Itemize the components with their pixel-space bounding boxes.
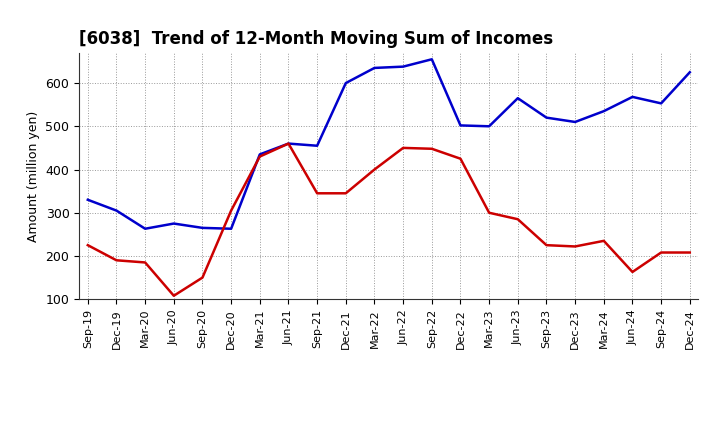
Net Income (657, 250, 665, 255)
Y-axis label: Amount (million yen): Amount (million yen) (27, 110, 40, 242)
Net Income (428, 146, 436, 151)
Ordinary Income (84, 197, 92, 202)
Net Income (600, 238, 608, 243)
Net Income (141, 260, 150, 265)
Net Income (685, 250, 694, 255)
Ordinary Income (485, 124, 493, 129)
Ordinary Income (169, 221, 178, 226)
Ordinary Income (312, 143, 321, 148)
Text: [6038]  Trend of 12-Month Moving Sum of Incomes: [6038] Trend of 12-Month Moving Sum of I… (79, 30, 554, 48)
Ordinary Income (256, 152, 264, 157)
Net Income (341, 191, 350, 196)
Ordinary Income (198, 225, 207, 231)
Line: Ordinary Income: Ordinary Income (88, 59, 690, 229)
Net Income (198, 275, 207, 280)
Ordinary Income (112, 208, 121, 213)
Ordinary Income (428, 57, 436, 62)
Net Income (284, 141, 293, 146)
Net Income (112, 258, 121, 263)
Ordinary Income (341, 81, 350, 86)
Net Income (456, 156, 465, 161)
Net Income (485, 210, 493, 216)
Line: Net Income: Net Income (88, 143, 690, 296)
Net Income (628, 269, 636, 275)
Ordinary Income (141, 226, 150, 231)
Ordinary Income (227, 226, 235, 231)
Ordinary Income (399, 64, 408, 69)
Net Income (399, 145, 408, 150)
Net Income (542, 242, 551, 248)
Ordinary Income (513, 95, 522, 101)
Ordinary Income (657, 101, 665, 106)
Net Income (169, 293, 178, 298)
Ordinary Income (571, 119, 580, 125)
Net Income (312, 191, 321, 196)
Net Income (84, 242, 92, 248)
Net Income (513, 216, 522, 222)
Ordinary Income (456, 123, 465, 128)
Net Income (227, 208, 235, 213)
Net Income (370, 167, 379, 172)
Ordinary Income (284, 141, 293, 146)
Ordinary Income (370, 65, 379, 70)
Ordinary Income (628, 94, 636, 99)
Net Income (571, 244, 580, 249)
Net Income (256, 154, 264, 159)
Ordinary Income (600, 109, 608, 114)
Ordinary Income (685, 70, 694, 75)
Ordinary Income (542, 115, 551, 120)
